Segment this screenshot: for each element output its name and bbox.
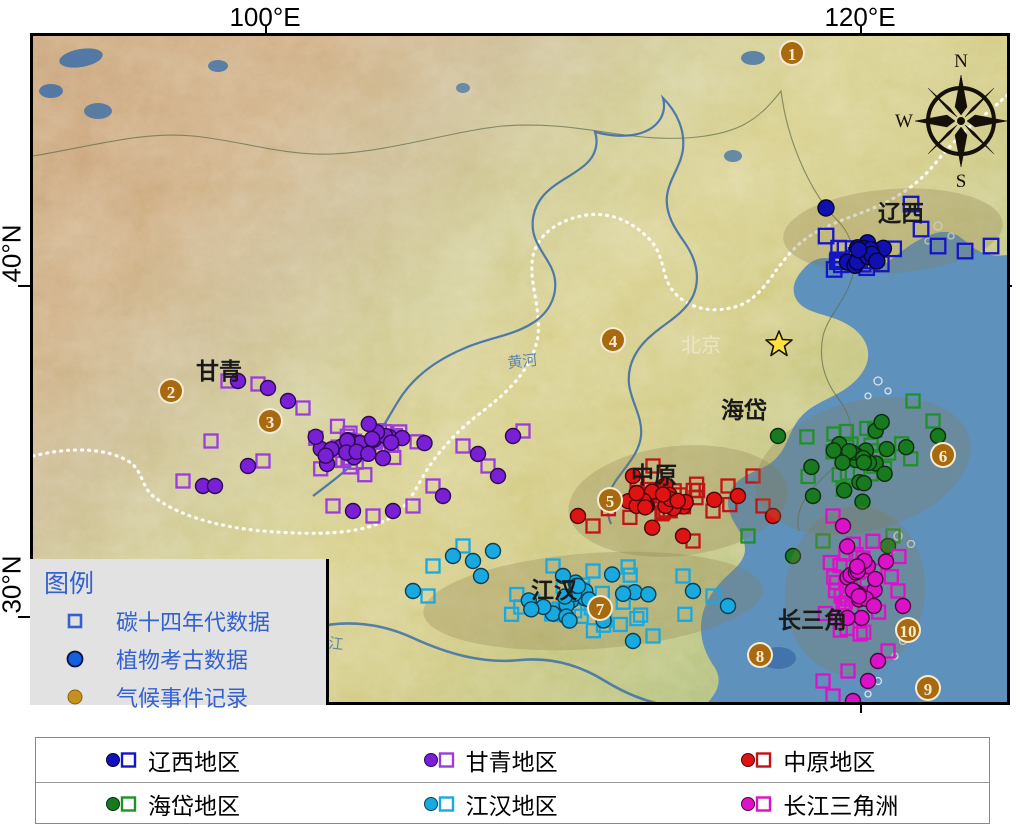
svg-text:中原: 中原: [631, 463, 677, 488]
svg-text:4: 4: [609, 332, 618, 351]
svg-text:黄河: 黄河: [507, 352, 539, 372]
svg-text:辽西: 辽西: [878, 201, 924, 226]
svg-text:长三角: 长三角: [778, 607, 847, 633]
svg-text:6: 6: [939, 447, 948, 466]
svg-text:10: 10: [900, 622, 917, 641]
svg-text:5: 5: [606, 492, 615, 511]
svg-text:北京: 北京: [681, 334, 721, 357]
svg-text:甘青: 甘青: [196, 359, 242, 384]
svg-text:9: 9: [924, 680, 933, 699]
svg-text:N: N: [954, 51, 968, 72]
svg-text:3: 3: [266, 413, 275, 432]
svg-text:2: 2: [167, 383, 176, 402]
svg-text:W: W: [895, 111, 913, 132]
svg-text:1: 1: [788, 45, 797, 64]
svg-text:S: S: [956, 171, 967, 192]
svg-text:7: 7: [596, 600, 605, 619]
svg-text:海岱: 海岱: [721, 397, 767, 423]
svg-text:江汉: 江汉: [531, 578, 578, 603]
svg-text:8: 8: [756, 647, 765, 666]
